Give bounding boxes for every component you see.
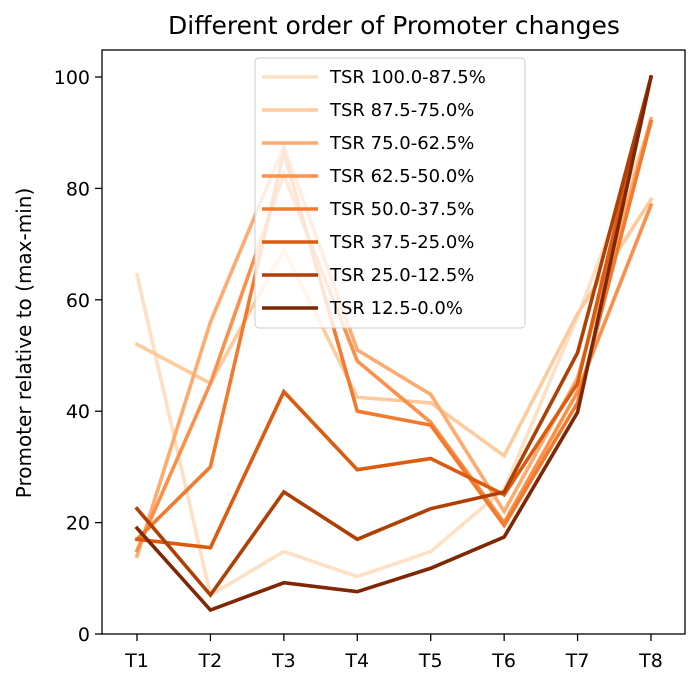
series-group	[134, 74, 654, 613]
series-line-1	[134, 122, 654, 598]
series-line-8	[134, 74, 654, 613]
legend-label: TSR 87.5-75.0%	[329, 100, 474, 121]
y-tick-label: 40	[66, 401, 90, 423]
y-tick-label: 20	[66, 513, 90, 535]
y-tick-label: 100	[54, 67, 90, 89]
x-tick-label: T5	[418, 650, 443, 672]
y-tick-label: 60	[66, 290, 90, 312]
x-tick-label: T6	[491, 650, 516, 672]
plot-frame	[101, 49, 686, 635]
x-tick-label: T8	[638, 650, 663, 672]
x-tick-label: T7	[565, 650, 590, 672]
legend-label: TSR 75.0-62.5%	[329, 133, 474, 154]
legend: TSR 100.0-87.5% TSR 87.5-75.0% TSR 75.0-62…	[254, 57, 526, 329]
axis-ticks: T1 T2 T3 T4 T5 T6 T7 T8 0 20 40 60 80 100	[54, 67, 663, 672]
legend-label: TSR 100.0-87.5%	[329, 67, 486, 88]
legend-label: TSR 37.5-25.0%	[329, 232, 474, 253]
legend-entries: TSR 100.0-87.5% TSR 87.5-75.0% TSR 75.0-62…	[262, 67, 486, 319]
x-tick-label: T3	[271, 650, 296, 672]
x-tick-label: T1	[124, 650, 149, 672]
legend-label: TSR 50.0-37.5%	[329, 199, 474, 220]
series-line-5	[134, 119, 654, 542]
legend-label: TSR 12.5-0.0%	[329, 298, 463, 319]
series-line-7	[134, 74, 654, 598]
x-tick-label: T2	[198, 650, 223, 672]
y-tick-label: 0	[78, 624, 90, 646]
y-axis-label: Promoter relative to (max-min)	[12, 188, 36, 499]
x-tick-label: T4	[344, 650, 369, 672]
y-tick-label: 80	[66, 178, 90, 200]
legend-box	[254, 57, 526, 329]
series-line-6	[135, 74, 654, 550]
legend-label: TSR 25.0-12.5%	[329, 265, 474, 286]
legend-label: TSR 62.5-50.0%	[329, 166, 474, 187]
series-line-2	[134, 197, 654, 459]
series-line-4	[134, 169, 654, 553]
chart-title: Different order of Promoter changes	[168, 11, 620, 40]
